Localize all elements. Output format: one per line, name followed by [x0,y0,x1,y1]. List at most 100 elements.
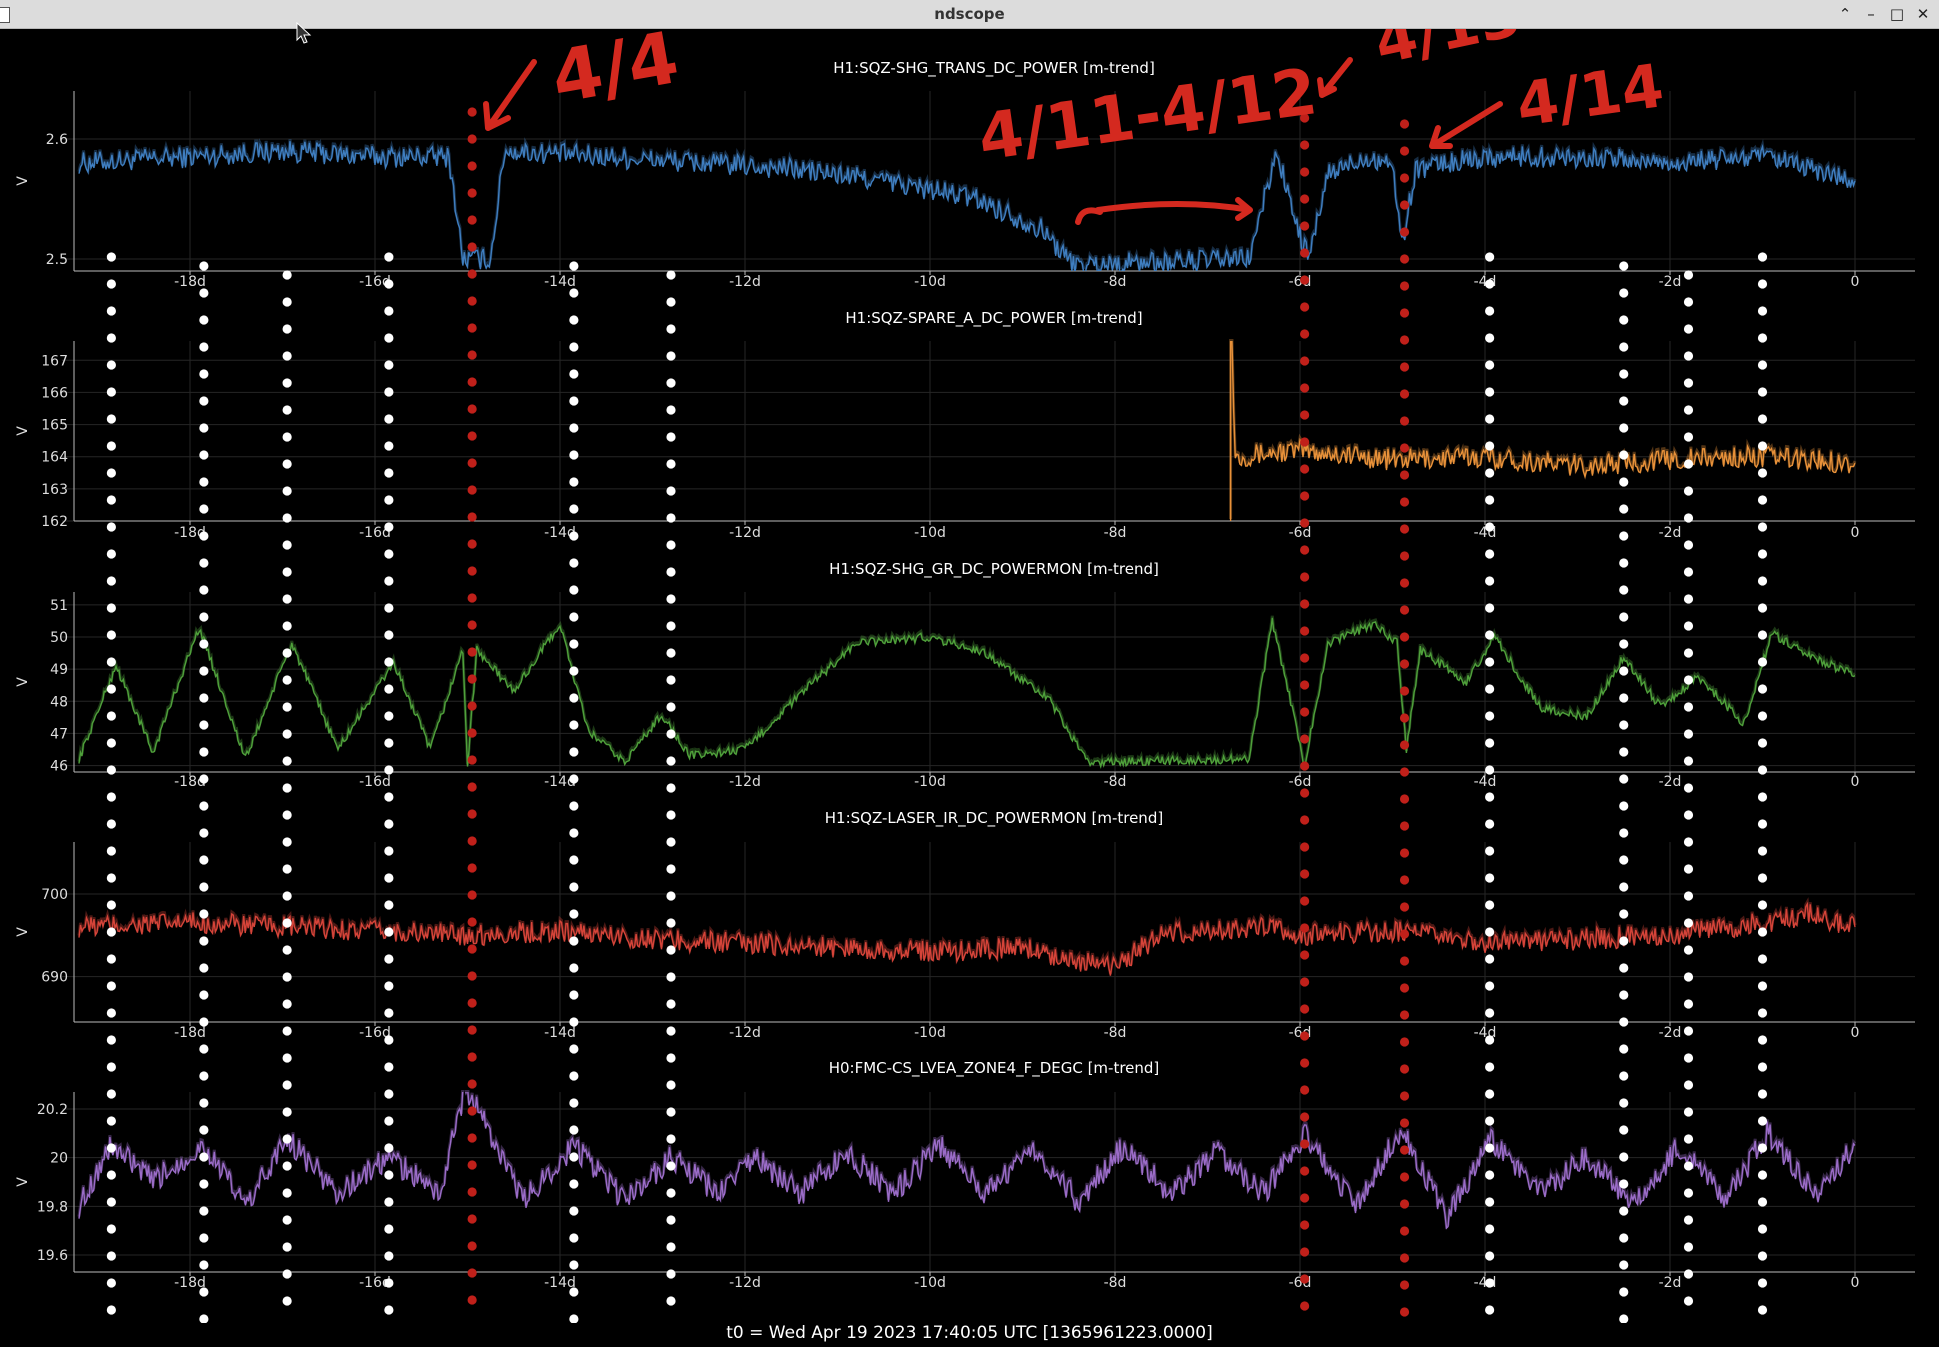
x-tick-label: -2d [1659,1275,1682,1291]
red-marker-dot [1399,389,1410,399]
red-marker-dot [1300,1220,1310,1230]
white-marker-dot [282,567,292,577]
white-marker-dot [282,837,292,847]
white-marker-dot [569,585,579,595]
red-marker-dot [467,269,477,279]
y-tick-label: 47 [50,726,68,742]
white-marker-dot [1485,549,1495,559]
white-marker-dot [199,423,209,433]
white-marker-dot [1485,1062,1495,1072]
red-marker-dot [1399,335,1410,345]
red-marker-dot [467,674,477,684]
white-marker-dot [1757,441,1768,451]
red-marker-dot [1399,146,1410,156]
white-marker-dot [666,621,676,631]
white-marker-dot [666,1080,676,1090]
white-marker-dot [666,972,676,982]
white-marker-dot [384,927,394,937]
y-tick-label: 163 [41,482,68,498]
maximize-icon[interactable]: □ [1889,5,1905,23]
white-marker-dot [1757,738,1768,748]
red-marker-dot [1399,227,1410,237]
white-marker-dot [1757,468,1768,478]
white-marker-dot [282,918,292,928]
white-marker-dot [1619,666,1629,676]
y-tick-label: 20.2 [37,1102,68,1118]
white-marker-dot [199,1044,209,1054]
white-marker-dot [106,279,116,289]
red-marker-dot [1399,308,1410,318]
white-marker-dot [666,378,676,388]
chart-title: H1:SQZ-SHG_TRANS_DC_POWER [m-trend] [833,59,1155,78]
minimize-icon[interactable]: – [1867,5,1875,23]
red-marker-dot [1399,173,1410,183]
white-marker-dot [569,666,579,676]
red-marker-dot [467,647,477,657]
y-tick-label: 166 [41,385,68,401]
white-marker-dot [1683,1188,1694,1198]
white-marker-dot [1757,549,1768,559]
white-marker-dot [1683,594,1694,604]
x-tick-label: -10d [914,1275,946,1291]
white-marker-dot [384,684,394,694]
white-marker-dot [666,594,676,604]
plot-area[interactable]: H1:SQZ-SHG_TRANS_DC_POWER [m-trend] V 2.5 2… [0,29,1939,1323]
red-marker-dot [1300,1112,1310,1122]
white-marker-dot [1619,720,1629,730]
white-marker-dot [1757,414,1768,424]
series-line [78,1092,1856,1230]
white-marker-dot [106,792,116,802]
white-marker-dot [569,531,579,541]
white-marker-dot [384,414,394,424]
white-marker-dot [666,567,676,577]
red-marker-dot [1399,1091,1410,1101]
red-marker-dot [1399,875,1410,885]
y-tick-label: 19.8 [37,1199,68,1215]
red-marker-dot [1399,605,1410,615]
y-tick-label: 51 [50,598,68,614]
white-marker-dot [1683,702,1694,712]
red-marker-dot [467,134,477,144]
red-marker-dot [1300,1085,1310,1095]
white-marker-dot [106,981,116,991]
chevron-up-icon[interactable]: ⌃ [1838,5,1852,23]
white-marker-dot [384,360,394,370]
white-marker-dot [199,1260,209,1270]
white-marker-dot [1485,1089,1495,1099]
app-menu-icon[interactable] [0,7,10,23]
white-marker-dot [666,1053,676,1063]
white-marker-dot [199,801,209,811]
red-marker-dot [467,188,477,198]
white-marker-dot [1485,792,1495,802]
white-marker-dot [1619,504,1629,514]
y-tick-label: 167 [41,353,68,369]
white-marker-dot [1757,1008,1768,1018]
white-marker-dot [1683,567,1694,577]
window-titlebar[interactable]: ndscope ⌃ – □ ✕ [0,0,1939,29]
white-marker-dot [1757,495,1768,505]
chart-title: H1:SQZ-SPARE_A_DC_POWER [m-trend] [845,309,1142,328]
red-marker-dot [1399,1253,1410,1263]
red-marker-dot [1300,194,1310,204]
white-marker-dot [199,1152,209,1162]
white-marker-dot [1485,306,1495,316]
red-marker-dot [467,620,477,630]
white-marker-dot [1683,486,1694,496]
white-marker-dot [106,684,116,694]
white-marker-dot [569,450,579,460]
red-marker-dot [467,1241,477,1251]
x-tick-label: -2d [1659,1025,1682,1041]
white-marker-dot [106,1170,116,1180]
red-marker-dot [467,728,477,738]
red-marker-dot [467,377,477,387]
white-marker-dot [1619,747,1629,757]
red-marker-dot [1399,1226,1410,1236]
arrow-4-13 [1317,57,1353,98]
close-icon[interactable]: ✕ [1916,5,1930,23]
white-marker-dot [384,1008,394,1018]
white-marker-dot [1485,765,1495,775]
white-marker-dot [1485,1116,1495,1126]
white-marker-dot [282,405,292,415]
white-marker-dot [569,1287,579,1297]
white-marker-dot [106,414,116,424]
